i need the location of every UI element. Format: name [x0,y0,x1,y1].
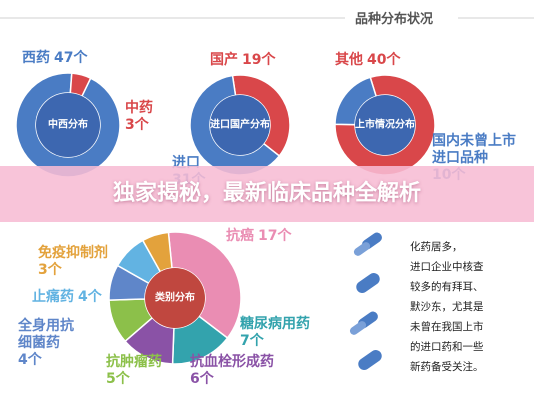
value-label: 4个 [78,289,102,305]
value-label: 40个 [367,52,401,68]
banner: 独家揭秘，最新临床品种全解析 [0,166,534,222]
category-label: 免疫抑制剂 [38,245,108,261]
center-label: 进口国产分布 [210,118,270,131]
segment-label: 其他 40个 [335,52,455,69]
donut-hole [210,95,270,155]
category-label: 抗血栓形成药 [190,354,274,370]
note-line: 较多的有拜耳、 [410,281,484,293]
pill-icons [349,232,382,371]
note-line: 新药备受关注。 [410,361,484,373]
category-label: 全身用抗细菌药 [18,318,74,351]
note-line: 进口企业中核查 [410,261,484,273]
value-label: 4个 [18,352,42,368]
segment-label: 国产 19个 [210,52,330,69]
category-label: 中药 [125,100,153,116]
category-label: 止痛药 [32,289,74,305]
value-label: 3个 [125,117,149,133]
note-line: 默沙东，尤其是 [410,301,484,313]
header-title: 品种分布状况 [355,12,434,27]
value-label: 19个 [242,52,276,68]
category-label: 糖尿病用药 [240,316,310,332]
segment-label: 抗癌 17个 [226,228,346,245]
donut-hole [145,268,205,328]
value-label: 6个 [190,371,214,387]
center-label: 中西分布 [48,118,88,131]
category-label: 抗癌 [226,228,254,244]
segment-label: 止痛药 4个 [32,289,132,306]
note-line: 未曾在我国上市 [410,321,484,333]
segment-label: 中药 3个 [125,100,165,134]
donut-hole [36,93,100,157]
value-label: 47个 [54,50,88,66]
value-label: 5个 [106,371,130,387]
category-label: 其他 [335,52,363,68]
value-label: 17个 [258,228,292,244]
value-label: 3个 [38,262,62,278]
category-label: 国产 [210,52,238,68]
category-label: 西药 [22,50,50,66]
segment-label: 糖尿病用药 7个 [240,316,320,350]
category-label: 抗肿瘤药 [106,354,162,370]
center-label: 上市情况分布 [355,118,415,131]
segment-label: 全身用抗细菌药 4个 [18,318,80,369]
segment-label: 抗血栓形成药 6个 [190,354,300,388]
category-label: 国内未曾上市进口品种 [432,133,516,166]
segment-label: 西药 47个 [22,50,142,67]
note-line: 化药居多， [410,241,463,253]
segment-label: 免疫抑制剂 3个 [38,245,128,279]
note: 化药居多， 进口企业中核查 较多的有拜耳、 默沙东，尤其是 未曾在我国上市 的进口药和一些… [410,237,484,377]
note-line: 的进口药和一些 [410,341,484,353]
value-label: 7个 [240,333,264,349]
center-label: 类别分布 [155,291,195,304]
donut-hole [355,95,415,155]
segment-label: 抗肿瘤药 5个 [106,354,176,388]
